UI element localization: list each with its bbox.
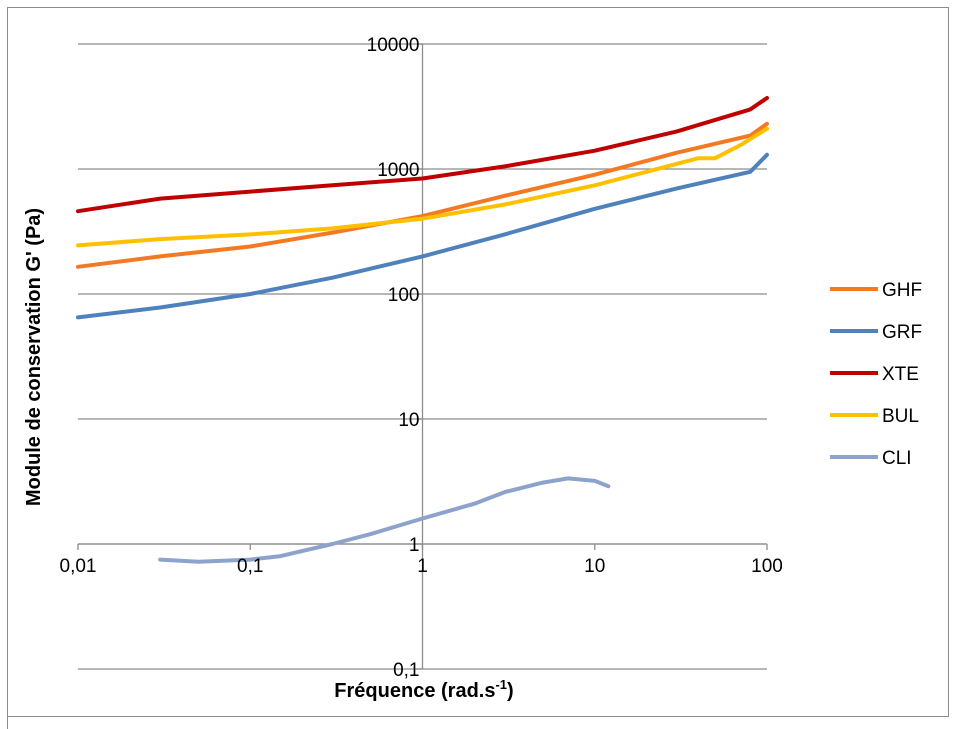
legend: GHF GRF XTE BUL CLI (830, 280, 922, 469)
y-tick-label-3: 100 (388, 285, 420, 306)
axes (77, 43, 768, 670)
frame-edge (7, 705, 8, 729)
legend-label-cli: CLI (882, 448, 912, 469)
y-axis-title: Module de conservation G' (Pa) (23, 208, 45, 506)
series-line-cli (158, 476, 611, 564)
y-tick-label-4: 1000 (377, 160, 419, 181)
series-line-grf (76, 152, 769, 320)
y-tick-label-5: 10000 (367, 35, 420, 56)
y-tick-label-1: 1 (409, 535, 420, 556)
series-line-bul (76, 126, 769, 248)
series-line-ghf (76, 121, 769, 269)
legend-label-ghf: GHF (882, 280, 922, 301)
series-line-xte (76, 96, 769, 214)
y-tick-label-0: 0,1 (393, 660, 419, 681)
tick-labels: 0,1 1 10 100 1000 10000 0,01 0,1 1 10 100 (60, 35, 783, 681)
y-tick-label-2: 10 (398, 410, 419, 431)
x-tick-label-3: 10 (584, 556, 605, 577)
x-axis-title-main: Fréquence (rad.s (334, 680, 495, 702)
x-tick-label-2: 1 (417, 556, 428, 577)
x-axis-title-sup: -1 (495, 677, 507, 692)
x-axis-title: Fréquence (rad.s-1) (334, 677, 513, 702)
x-tick-label-0: 0,01 (60, 556, 97, 577)
x-tick-label-1: 0,1 (237, 556, 263, 577)
x-axis-title-end: ) (507, 680, 514, 702)
legend-label-grf: GRF (882, 322, 922, 343)
series-lines (76, 96, 769, 564)
chart-frame (7, 7, 949, 717)
x-tick-label-4: 100 (751, 556, 783, 577)
legend-label-xte: XTE (882, 364, 919, 385)
legend-label-bul: BUL (882, 406, 919, 427)
